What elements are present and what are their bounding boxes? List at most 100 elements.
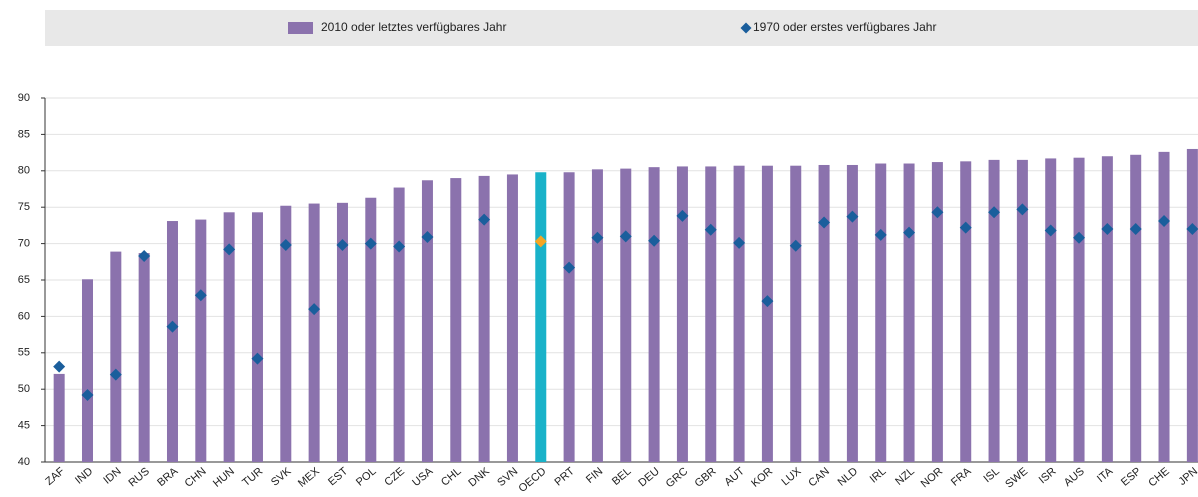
y-tick-label: 55 [18, 347, 30, 359]
bar [676, 166, 688, 462]
marker [563, 261, 576, 274]
bar [421, 180, 433, 462]
marker [534, 235, 547, 248]
bar [336, 202, 348, 462]
x-tick-label: CHN [183, 465, 209, 490]
x-tick-label: IDN [101, 465, 123, 486]
bar [1073, 157, 1085, 463]
x-tick-label: ITA [1095, 465, 1116, 485]
bar [308, 203, 320, 462]
y-tick-label: 40 [18, 456, 30, 468]
bar [620, 168, 632, 462]
legend-label: 2010 oder letztes verfügbares Jahr [321, 20, 506, 34]
marker [733, 236, 746, 249]
bar [450, 178, 462, 462]
x-tick-label: AUT [722, 465, 747, 489]
x-tick-label: ISR [1037, 465, 1059, 486]
marker [1186, 223, 1198, 236]
marker [308, 303, 321, 316]
marker [789, 239, 802, 252]
x-tick-label: BRA [155, 465, 181, 489]
x-tick-label: OECD [517, 465, 549, 495]
x-tick-label: CHE [1146, 465, 1172, 489]
marker [959, 221, 972, 234]
x-tick-label: NOR [919, 465, 945, 490]
bar [166, 221, 178, 462]
x-tick-label: LUX [779, 465, 804, 488]
y-tick-label: 70 [18, 238, 30, 250]
x-tick-label: CZE [382, 465, 407, 488]
y-tick-label: 60 [18, 310, 30, 322]
x-tick-label: FIN [584, 465, 605, 486]
x-tick-label: USA [410, 465, 436, 489]
bar [1101, 156, 1113, 463]
bar [393, 187, 405, 462]
marker [421, 231, 434, 244]
marker [846, 210, 859, 223]
marker [704, 223, 717, 236]
marker [109, 368, 122, 381]
legend-swatch [740, 22, 752, 34]
x-tick-label: GRC [664, 465, 690, 490]
bar [251, 212, 263, 462]
x-tick-label: HUN [211, 465, 237, 490]
marker [676, 209, 689, 222]
marker [393, 240, 406, 253]
bar [705, 166, 717, 462]
legend-label: 1970 oder erstes verfügbares Jahr [753, 20, 936, 34]
bar [648, 167, 660, 462]
x-tick-label: SVK [269, 465, 294, 489]
bar [195, 219, 207, 462]
bar [1130, 154, 1142, 462]
x-tick-label: ZAF [43, 465, 67, 488]
marker [53, 360, 66, 373]
y-tick-label: 85 [18, 128, 30, 140]
marker [251, 352, 264, 365]
x-tick-label: RUS [126, 465, 152, 489]
marker [364, 237, 377, 250]
marker [591, 231, 604, 244]
x-tick-label: CAN [806, 465, 832, 489]
bar [53, 373, 65, 462]
bar [138, 253, 150, 462]
marker [138, 249, 151, 262]
marker [478, 213, 491, 226]
y-tick-label: 75 [18, 201, 30, 213]
marker [903, 226, 916, 239]
marker [194, 289, 207, 302]
marker [223, 243, 236, 256]
x-tick-label: JPN [1177, 465, 1198, 488]
marker [1044, 224, 1057, 237]
x-tick-label: ISL [981, 465, 1001, 485]
bar [761, 165, 773, 463]
bar [960, 161, 972, 462]
marker [1016, 203, 1029, 216]
x-tick-label: NZL [893, 465, 917, 488]
bar [591, 169, 603, 462]
y-tick-label: 45 [18, 420, 30, 432]
x-tick-label: FRA [949, 465, 974, 489]
x-tick-label: NLD [836, 465, 861, 488]
marker [166, 320, 179, 333]
bar [563, 172, 575, 463]
bar [931, 162, 943, 462]
x-tick-label: TUR [240, 465, 265, 489]
x-tick-label: AUS [1062, 465, 1087, 489]
marker [931, 206, 944, 219]
marker [1129, 223, 1142, 236]
x-tick-label: SWE [1003, 465, 1030, 490]
x-tick-label: POL [354, 465, 379, 488]
bar [1045, 158, 1057, 462]
bar [81, 279, 93, 462]
y-tick-label: 65 [18, 274, 30, 286]
bar [1186, 148, 1198, 462]
bar [988, 159, 1000, 462]
x-tick-label: MEX [296, 465, 322, 490]
marker [818, 216, 831, 229]
y-tick-label: 50 [18, 383, 30, 395]
legend-swatch [288, 22, 313, 34]
marker [648, 234, 661, 247]
bar [280, 205, 292, 462]
x-tick-label: CHL [439, 465, 464, 488]
